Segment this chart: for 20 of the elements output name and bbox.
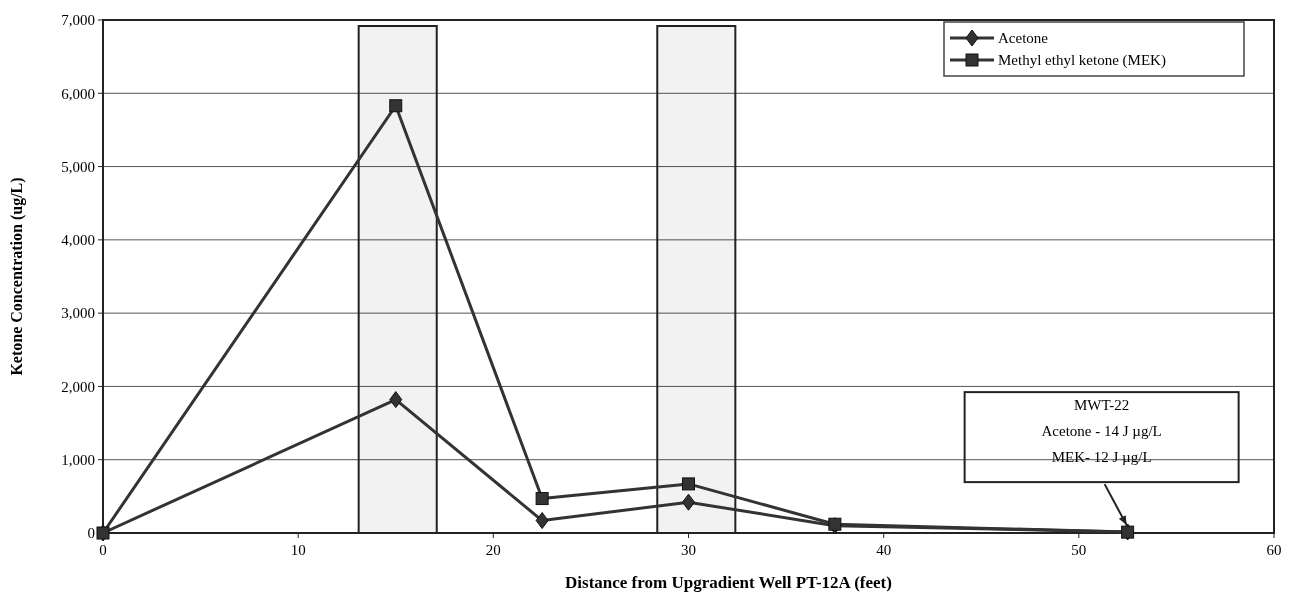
- y-tick-label: 0: [87, 525, 95, 542]
- y-tick-label: 4,000: [61, 232, 95, 249]
- x-tick-label: 40: [876, 542, 892, 558]
- x-tick-label: 20: [485, 542, 501, 558]
- x-tick-label: 30: [681, 542, 696, 558]
- x-tick-label: 60: [1266, 542, 1282, 558]
- x-tick-label: 10: [290, 542, 306, 558]
- annotation: MWT-22 Acetone - 14 J µg/L MEK- 12 J µg/L: [1041, 397, 1162, 466]
- y-tick-label: 2,000: [61, 378, 95, 395]
- x-tick-label: 0: [99, 542, 107, 558]
- y-tick-label: 7,000: [61, 12, 95, 29]
- x-axis-title: Distance from Upgradient Well PT-12A (feet): [565, 573, 892, 592]
- legend-label: Methyl ethyl ketone (MEK): [998, 52, 1166, 70]
- y-tick-label: 6,000: [61, 85, 95, 102]
- legend-label: Acetone: [998, 30, 1049, 47]
- y-tick-label: 5,000: [61, 158, 95, 175]
- y-tick-label: 3,000: [61, 305, 95, 322]
- x-tick-label: 50: [1071, 542, 1087, 558]
- y-tick-label: 1,000: [61, 451, 95, 468]
- y-axis-title: Ketone Concentration (ug/L): [8, 177, 26, 376]
